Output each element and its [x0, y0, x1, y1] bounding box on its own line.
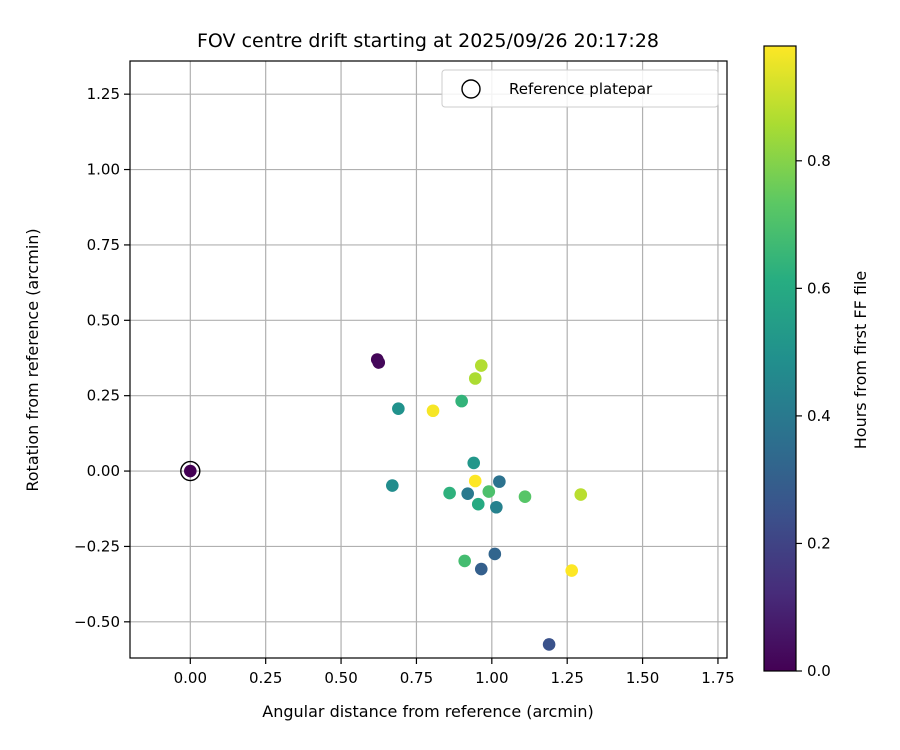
x-tick-label: 1.00: [475, 669, 508, 687]
colorbar-frame: [763, 45, 797, 672]
data-point: [542, 638, 556, 651]
data-point: [493, 475, 506, 488]
data-point: [565, 564, 579, 577]
colorbar: 0.0 0.2 0.4 0.6 0.8 Hours from first FF file: [763, 45, 870, 680]
y-tick-label: 1.00: [87, 161, 120, 179]
data-point: [471, 497, 485, 511]
x-tick-label: 0.25: [249, 669, 282, 687]
y-tick-label: 1.25: [87, 85, 120, 103]
plot-area: [129, 60, 728, 659]
legend-box: [441, 69, 719, 108]
legend: Reference platepar: [441, 69, 719, 108]
x-tick-label: 0.75: [400, 669, 433, 687]
data-point: [574, 488, 588, 501]
data-point: [488, 547, 502, 561]
data-point: [458, 554, 471, 568]
data-point: [482, 485, 496, 498]
x-tick-label: 0.50: [324, 669, 357, 687]
data-point: [443, 486, 456, 500]
reference-point: [184, 464, 197, 478]
data-point: [392, 402, 405, 415]
y-axis-label: Rotation from reference (arcmin): [23, 228, 42, 491]
y-tick-label: 0.75: [87, 236, 120, 254]
colorbar-tick-label: 0.4: [807, 407, 831, 425]
data-point: [386, 479, 399, 492]
data-point: [461, 487, 474, 500]
y-tick-label: −0.25: [74, 537, 120, 555]
legend-label-reference: Reference platepar: [509, 80, 653, 98]
data-point: [468, 474, 482, 488]
x-tick-label: 1.25: [550, 669, 583, 687]
data-point: [455, 394, 468, 408]
data-point: [518, 490, 532, 503]
colorbar-gradient: [764, 46, 796, 671]
data-point: [467, 456, 481, 470]
y-tick-label: 0.00: [87, 462, 120, 480]
colorbar-label: Hours from first FF file: [851, 271, 870, 450]
x-axis-label: Angular distance from reference (arcmin): [262, 702, 593, 721]
reference-platepar-marker: [180, 460, 201, 482]
data-point: [490, 500, 503, 514]
y-tick-label: 0.25: [87, 387, 120, 405]
colorbar-tick-label: 0.8: [807, 152, 831, 170]
colorbar-tick-label: 0.2: [807, 534, 831, 552]
y-tick-label: 0.50: [87, 311, 120, 329]
colorbar-tick-label: 0.6: [807, 279, 831, 297]
y-tick-label: −0.50: [74, 613, 120, 631]
x-tick-label: 1.75: [701, 669, 734, 687]
data-point: [474, 359, 488, 372]
data-point: [426, 404, 440, 418]
data-point: [468, 372, 482, 385]
colorbar-tick-label: 0.0: [807, 662, 831, 680]
legend-marker-reference: [461, 79, 481, 99]
chart-title: FOV centre drift starting at 2025/09/26 …: [197, 30, 659, 52]
data-point: [372, 356, 386, 369]
x-tick-label: 1.50: [626, 669, 659, 687]
x-tick-label: 0.00: [174, 669, 207, 687]
data-point: [474, 562, 488, 576]
